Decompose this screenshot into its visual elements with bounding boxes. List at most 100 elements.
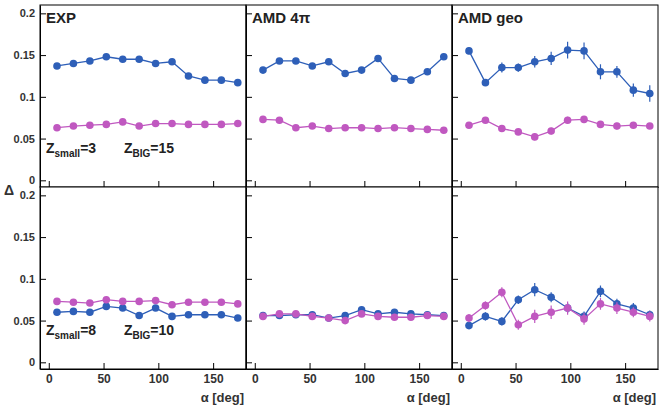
data-point	[564, 46, 572, 54]
data-point	[482, 79, 490, 87]
y-tick-mark	[452, 362, 458, 363]
data-point	[201, 76, 209, 84]
x-tick	[213, 181, 214, 187]
data-point	[86, 308, 94, 316]
x-tick: 150	[616, 363, 636, 386]
y-tick-label: 0.1	[20, 91, 35, 103]
x-tick-mark	[461, 363, 462, 369]
x-axis-line	[41, 369, 247, 370]
y-tick-mark	[246, 180, 252, 181]
panel: 00.050.10.150.2EXPZsmall=3ZBIG=15	[14, 5, 247, 188]
data-point	[613, 68, 621, 76]
annotation: Zsmall=8	[46, 322, 96, 341]
y-axis-line	[452, 6, 453, 188]
panel-title: AMD geo	[458, 9, 523, 26]
data-point	[358, 310, 366, 318]
series-line	[57, 122, 238, 128]
x-tick-mark	[570, 363, 571, 369]
plot-frame	[40, 187, 246, 369]
y-tick-mark	[452, 321, 458, 322]
data-point	[218, 311, 226, 319]
data-point	[234, 314, 242, 322]
y-tick-mark	[452, 180, 458, 181]
y-tick-mark	[246, 55, 252, 56]
series-line	[57, 300, 238, 305]
data-point	[218, 298, 226, 306]
plot-area	[53, 53, 241, 132]
data-point	[391, 313, 399, 321]
y-tick: 0.1	[20, 273, 46, 285]
y-tick	[452, 55, 458, 56]
x-tick-mark	[104, 363, 105, 369]
data-point	[259, 66, 267, 74]
x-tick: 150	[204, 363, 224, 386]
y-axis-title: Δ	[4, 182, 14, 198]
x-tick-label: 0	[252, 372, 259, 386]
x-tick-mark	[310, 181, 311, 187]
y-tick-mark	[452, 279, 458, 280]
x-tick	[516, 181, 517, 187]
y-axis	[452, 6, 458, 188]
data-point	[374, 125, 382, 133]
data-point	[152, 304, 160, 312]
y-tick	[246, 195, 252, 196]
y-tick-label: 0.2	[20, 7, 35, 19]
y-tick	[246, 180, 252, 181]
data-point	[86, 121, 94, 129]
data-point	[185, 311, 193, 319]
data-point	[564, 304, 572, 312]
data-point	[276, 57, 284, 65]
annotation-sub: small	[55, 148, 81, 159]
plot-frame	[452, 187, 658, 369]
data-point	[547, 127, 555, 135]
data-point	[201, 121, 209, 129]
x-tick	[158, 181, 159, 187]
y-axis-line	[452, 188, 453, 370]
data-point	[547, 55, 555, 63]
x-axis: 050100150	[247, 363, 453, 386]
data-point	[514, 128, 522, 136]
x-tick-label: 50	[97, 372, 111, 386]
x-tick-mark	[625, 181, 626, 187]
data-point	[613, 122, 621, 130]
x-tick-mark	[570, 181, 571, 187]
series-line	[263, 57, 444, 80]
data-point	[482, 116, 490, 124]
data-point	[102, 303, 110, 311]
data-point	[135, 298, 143, 306]
x-tick-mark	[516, 181, 517, 187]
x-axis-title: α [deg]	[407, 390, 450, 405]
data-point	[185, 298, 193, 306]
data-point	[70, 308, 78, 316]
y-tick	[246, 97, 252, 98]
y-tick-mark	[246, 97, 252, 98]
y-tick	[452, 279, 458, 280]
y-tick: 0	[29, 174, 46, 186]
x-tick: 100	[149, 363, 169, 386]
annotation-sub: BIG	[133, 330, 151, 341]
y-tick-mark	[40, 97, 46, 98]
data-point	[53, 298, 61, 306]
data-point	[201, 298, 209, 306]
data-point	[465, 47, 473, 55]
x-tick: 50	[97, 363, 111, 386]
y-tick-label: 0.1	[20, 273, 35, 285]
data-point	[597, 288, 605, 296]
panel: AMD 4π	[246, 5, 453, 188]
plot-frame	[452, 5, 658, 187]
data-point	[358, 66, 366, 74]
x-tick-mark	[364, 363, 365, 369]
data-point	[259, 313, 267, 321]
annotation: ZBIG=15	[124, 140, 174, 159]
data-point	[580, 315, 588, 323]
data-point	[440, 126, 448, 134]
y-axis-line	[246, 6, 247, 188]
panel: 05010015000.050.10.150.2Zsmall=8ZBIG=10	[14, 187, 247, 386]
data-point	[391, 124, 399, 132]
x-axis: 050100150	[41, 363, 247, 386]
y-tick	[246, 321, 252, 322]
data-point	[119, 55, 127, 63]
data-point	[185, 121, 193, 129]
data-point	[482, 302, 490, 310]
y-tick: 0.2	[20, 189, 46, 201]
